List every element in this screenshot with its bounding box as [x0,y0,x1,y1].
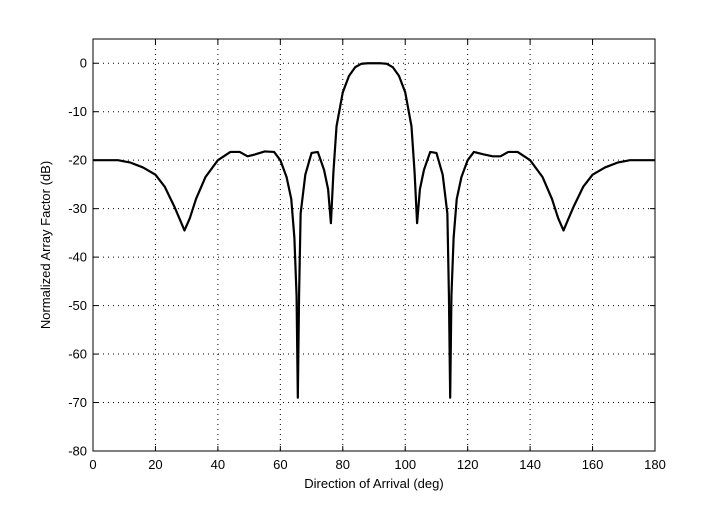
x-tick-label: 100 [394,457,416,472]
x-tick-label: 20 [148,457,162,472]
x-tick-label: 80 [336,457,350,472]
y-tick-label: -10 [68,104,87,119]
array-factor-series-line [93,62,655,399]
y-tick-label: -20 [68,153,87,168]
y-tick-label: -40 [68,250,87,265]
y-tick-label: -80 [68,444,87,459]
y-tick-label: -50 [68,298,87,313]
plot-area [93,62,655,399]
y-tick-label: -60 [68,347,87,362]
x-tick-label: 60 [273,457,287,472]
x-tick-label: 120 [457,457,479,472]
x-tick-label: 160 [582,457,604,472]
y-axis-label: Normalized Array Factor (dB) [38,161,53,329]
x-tick-label: 40 [211,457,225,472]
y-tick-label: -70 [68,395,87,410]
axis-ticks: 0 20 40 60 80 100 120 140 160 180 0 -10 -20 -30 -40 -50… [68,39,666,472]
y-tick-label: 0 [80,56,87,71]
y-tick-label: -30 [68,201,87,216]
axes-frame [92,38,656,452]
grid [93,39,655,451]
x-tick-label: 180 [644,457,666,472]
x-axis-label: Direction of Arrival (deg) [304,476,443,491]
x-tick-label: 140 [519,457,541,472]
x-tick-label: 0 [89,457,96,472]
